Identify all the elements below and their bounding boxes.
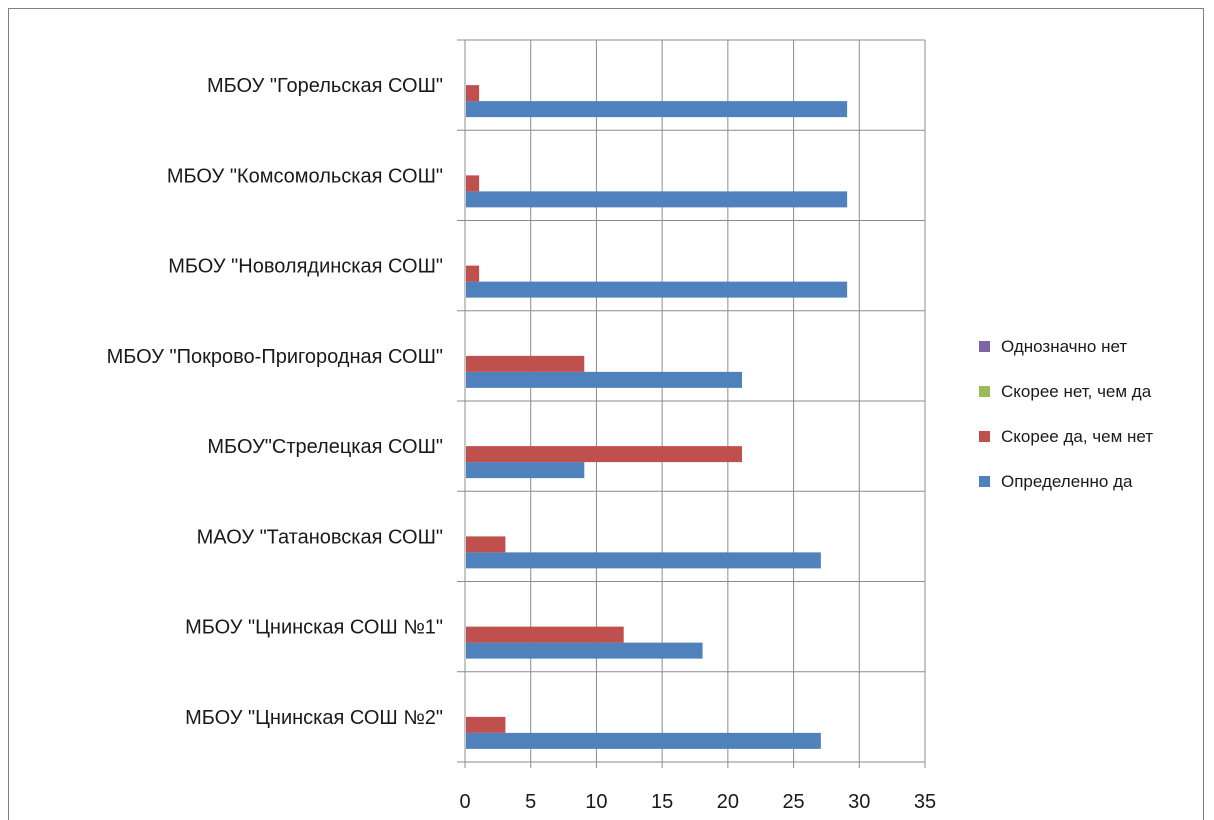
- legend-label: Однозначно нет: [1001, 337, 1127, 356]
- axes: [464, 40, 925, 763]
- bar-skoree-da: [466, 175, 480, 192]
- bar-opredelenno-da: [466, 462, 585, 479]
- legend-swatch: [979, 341, 990, 352]
- category-label: МБОУ "Цнинская СОШ №2": [185, 707, 443, 729]
- x-tick-label: 0: [459, 791, 470, 813]
- bar-opredelenno-da: [466, 191, 848, 208]
- bar-skoree-da: [466, 626, 624, 643]
- bar-opredelenno-da: [466, 552, 821, 569]
- category-label: МБОУ "Покрово-Пригородная СОШ": [107, 346, 443, 368]
- x-tick-label: 10: [585, 791, 607, 813]
- category-label: МБОУ"Стрелецкая СОШ": [207, 436, 443, 458]
- x-tick-labels: 0 5 10 15 20 25 30 35: [459, 791, 936, 813]
- grid-lines: [457, 39, 926, 768]
- x-tick-label: 35: [914, 791, 936, 813]
- bar-opredelenno-da: [466, 732, 821, 749]
- bar-skoree-da: [466, 265, 480, 282]
- bars: [466, 85, 848, 749]
- x-tick-label: 5: [525, 791, 536, 813]
- bar-skoree-da: [466, 355, 585, 372]
- x-tick-label: 15: [651, 791, 673, 813]
- legend-swatch: [979, 431, 990, 442]
- legend-swatch: [979, 386, 990, 397]
- category-label: МАОУ "Татановская СОШ": [197, 526, 443, 548]
- bar-opredelenno-da: [466, 281, 848, 298]
- category-label: МБОУ "Горельская СОШ": [207, 75, 443, 97]
- x-tick-label: 20: [717, 791, 739, 813]
- bar-skoree-da: [466, 446, 742, 463]
- bar-skoree-da: [466, 85, 480, 102]
- category-labels: МБОУ "Горельская СОШ" МБОУ "Комсомольская…: [107, 75, 443, 729]
- chart-frame: [8, 8, 1204, 820]
- category-label: МБОУ "Цнинская СОШ №1": [185, 617, 443, 639]
- legend-label: Скорее да, чем нет: [1001, 427, 1153, 446]
- bar-opredelenno-da: [466, 371, 742, 388]
- bar-opredelenno-da: [466, 101, 848, 118]
- legend-swatch: [979, 476, 990, 487]
- legend-label: Определенно да: [1001, 472, 1133, 491]
- bar-skoree-da: [466, 536, 506, 553]
- legend: Однозначно нет Скорее нет, чем да Скорее д…: [979, 337, 1153, 491]
- category-label: МБОУ "Комсомольская СОШ": [167, 165, 443, 187]
- legend-label: Скорее нет, чем да: [1001, 382, 1152, 401]
- bar-skoree-da: [466, 716, 506, 733]
- category-label: МБОУ "Новолядинская СОШ": [168, 256, 443, 278]
- x-tick-label: 30: [848, 791, 870, 813]
- bar-opredelenno-da: [466, 642, 703, 659]
- x-tick-label: 25: [782, 791, 804, 813]
